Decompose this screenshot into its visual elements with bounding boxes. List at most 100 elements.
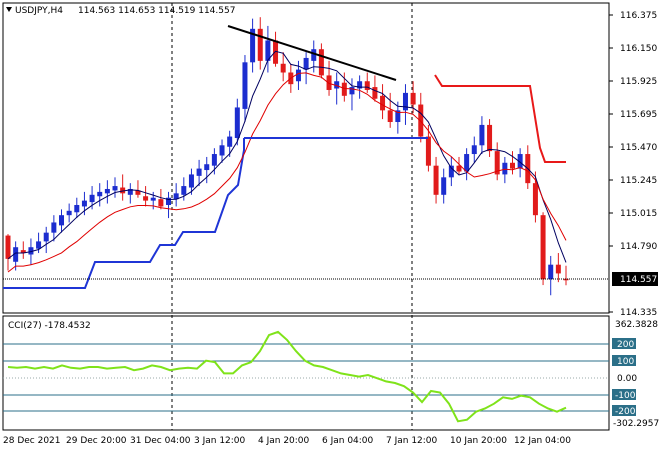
time-label: 4 Jan 20:00 (258, 436, 310, 446)
candle-body (540, 215, 546, 280)
candle-body (204, 164, 210, 171)
candle-body (265, 40, 271, 61)
candle-body (234, 107, 240, 139)
candle-body (418, 104, 424, 137)
symbol-label: USDJPY,H4 (15, 6, 63, 16)
candle-body (387, 110, 393, 123)
candle-body (479, 124, 485, 146)
candle-body (402, 92, 408, 111)
cci-label: CCI(27) -178.4532 (8, 321, 91, 331)
price-tick: 114.335 (620, 308, 657, 318)
candle-body (303, 57, 309, 70)
candles (5, 17, 569, 296)
candle-body (349, 87, 355, 95)
symbol-header: USDJPY,H4 114.563 114.653 114.519 114.55… (6, 6, 235, 16)
cci-level-tag: 100 (617, 357, 634, 367)
candle-body (143, 196, 149, 201)
price-tick: 116.150 (620, 44, 657, 54)
time-label: 29 Dec 20:00 (66, 436, 127, 446)
candle-body (13, 247, 19, 262)
candle-body (341, 82, 347, 96)
candle-body (5, 235, 11, 259)
candle-body (158, 199, 164, 207)
cci-panel[interactable] (2, 315, 610, 431)
candle-body (395, 110, 401, 123)
candle-body (89, 194, 95, 203)
time-label: 7 Jan 12:00 (386, 436, 438, 446)
price-tick: 115.245 (620, 176, 657, 186)
candle-body (181, 186, 187, 195)
candle-body (464, 154, 470, 172)
candle-body (257, 28, 263, 61)
candle-body (97, 191, 103, 197)
candle-body (28, 247, 34, 255)
candle-body (494, 151, 500, 175)
time-label: 28 Dec 2021 (3, 436, 61, 446)
time-label: 10 Jan 20:00 (450, 436, 507, 446)
current-price-value: 114.557 (620, 275, 657, 285)
cci-axis[interactable]: 362.3828 200 100 0.00 -100 -200 -302.295… (612, 320, 659, 429)
candle-body (334, 81, 340, 89)
candle-body (487, 124, 493, 152)
cci-tick: 0.00 (617, 374, 637, 384)
candle-body (51, 222, 57, 233)
candle-body (357, 81, 363, 89)
candle-body (211, 154, 217, 166)
trailing-stop-blue-line (3, 138, 245, 289)
price-tick: 115.695 (620, 110, 657, 120)
candle-body (563, 278, 569, 281)
candle-body (364, 81, 370, 90)
candle-body (471, 145, 477, 155)
cci-tick: -302.2957 (613, 419, 659, 429)
candle-body (66, 210, 72, 216)
candle-body (59, 215, 65, 226)
candle-body (502, 162, 508, 175)
price-tick: 115.015 (620, 209, 657, 219)
candle-body (20, 250, 26, 254)
price-axis[interactable]: 116.375 116.150 115.925 115.695 115.470 … (609, 11, 658, 318)
candle-body (173, 193, 179, 200)
candle-body (410, 92, 416, 105)
candle-body (433, 165, 439, 195)
time-label: 3 Jan 12:00 (194, 436, 246, 446)
candle-body (127, 188, 133, 195)
candle-body (188, 174, 194, 188)
candle-body (311, 49, 317, 61)
day-separators (171, 3, 413, 430)
moving-average-fast (7, 72, 567, 273)
candle-body (532, 183, 538, 216)
time-axis[interactable]: 28 Dec 2021 29 Dec 20:00 31 Dec 04:00 3 … (3, 436, 571, 446)
candle-body (219, 145, 225, 156)
candle-body (555, 264, 561, 274)
candle-body (326, 75, 332, 90)
candle-body (318, 49, 324, 76)
trailing-stop-red (434, 74, 566, 163)
candle-body (509, 162, 515, 169)
candle-body (517, 154, 523, 169)
trailing-stop-blue (3, 138, 245, 289)
cci-tick: 362.3828 (615, 320, 658, 330)
cci-level-tag: -100 (615, 391, 636, 401)
time-label: 31 Dec 04:00 (130, 436, 191, 446)
candle-body (166, 197, 172, 205)
cci-level-tag: -200 (615, 407, 636, 417)
candle-body (74, 204, 80, 213)
candle-body (227, 136, 233, 147)
candle-body (150, 197, 156, 201)
candle-body (250, 28, 256, 63)
descending-trendline[interactable] (227, 25, 397, 81)
candle-body (372, 87, 378, 99)
candle-body (456, 165, 462, 172)
cci-line (7, 330, 567, 423)
candle-body (380, 95, 386, 111)
candle-body (448, 165, 454, 178)
collapse-arrow-icon[interactable] (6, 7, 12, 12)
moving-average-slow (7, 50, 567, 263)
current-price-tag (612, 272, 658, 286)
candle-body (120, 187, 126, 194)
candle-body (112, 186, 118, 191)
candle-body (280, 63, 286, 73)
candle-body (36, 241, 42, 249)
candle-body (104, 188, 110, 194)
